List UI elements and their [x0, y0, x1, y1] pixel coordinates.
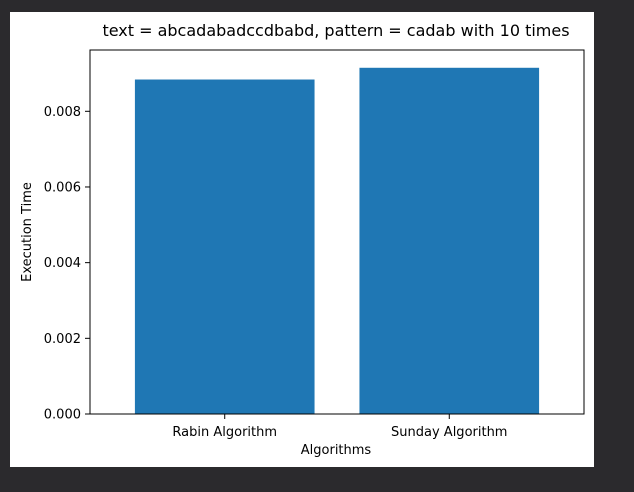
x-tick-label: Sunday Algorithm: [391, 425, 507, 440]
y-tick-label: 0.004: [44, 256, 81, 271]
bar-rabin-algorithm: [134, 79, 315, 414]
chart-title: text = abcadabadccdbabd, pattern = cadab…: [102, 21, 569, 40]
plot-frame: [89, 49, 585, 415]
bars-group: [134, 67, 540, 414]
bar-sunday-algorithm: [359, 67, 540, 414]
y-tick-label: 0.002: [44, 332, 81, 347]
x-axis-label: Algorithms: [301, 443, 372, 458]
y-axis-ticks: 0.000 0.002 0.004 0.006 0.008: [44, 105, 90, 423]
x-axis-ticks: Rabin Algorithm Sunday Algorithm: [172, 414, 507, 440]
y-tick-label: 0.000: [44, 408, 81, 423]
y-axis-label: Execution Time: [20, 182, 35, 282]
chart-figure: text = abcadabadccdbabd, pattern = cadab…: [10, 12, 594, 467]
y-tick-label: 0.006: [44, 180, 81, 195]
bar-chart: text = abcadabadccdbabd, pattern = cadab…: [20, 21, 585, 458]
y-tick-label: 0.008: [44, 105, 81, 120]
x-tick-label: Rabin Algorithm: [172, 425, 277, 440]
